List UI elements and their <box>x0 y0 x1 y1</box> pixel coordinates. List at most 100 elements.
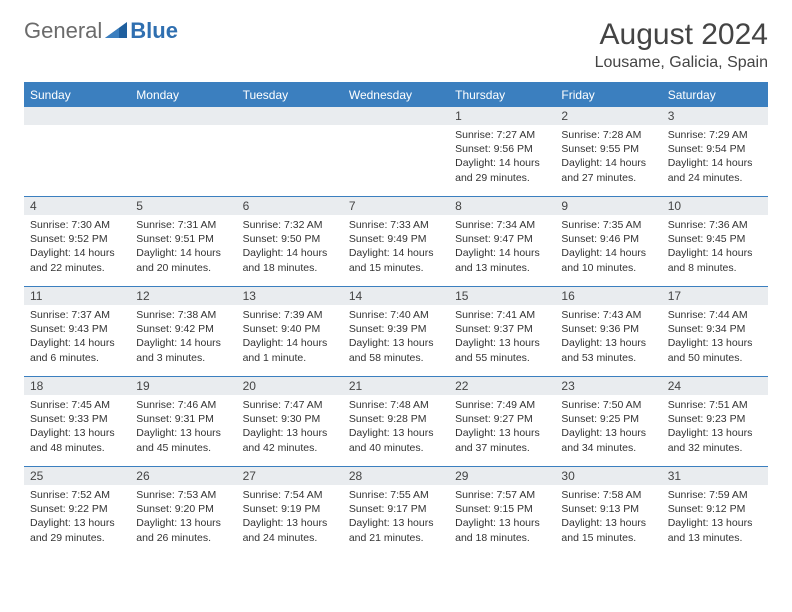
calendar-week: 18Sunrise: 7:45 AMSunset: 9:33 PMDayligh… <box>24 377 768 467</box>
day-content: Sunrise: 7:39 AMSunset: 9:40 PMDaylight:… <box>237 305 343 371</box>
sunset-text: Sunset: 9:37 PM <box>455 322 549 336</box>
calendar-cell: 21Sunrise: 7:48 AMSunset: 9:28 PMDayligh… <box>343 377 449 467</box>
day-content: Sunrise: 7:59 AMSunset: 9:12 PMDaylight:… <box>662 485 768 551</box>
calendar-cell: 28Sunrise: 7:55 AMSunset: 9:17 PMDayligh… <box>343 467 449 557</box>
daylight-text: Daylight: 13 hours and 55 minutes. <box>455 336 549 364</box>
sunset-text: Sunset: 9:25 PM <box>561 412 655 426</box>
day-content: Sunrise: 7:34 AMSunset: 9:47 PMDaylight:… <box>449 215 555 281</box>
daylight-text: Daylight: 14 hours and 18 minutes. <box>243 246 337 274</box>
day-label-tuesday: Tuesday <box>237 84 343 107</box>
day-content: Sunrise: 7:30 AMSunset: 9:52 PMDaylight:… <box>24 215 130 281</box>
sunrise-text: Sunrise: 7:38 AM <box>136 308 230 322</box>
day-content: Sunrise: 7:54 AMSunset: 9:19 PMDaylight:… <box>237 485 343 551</box>
day-number: 15 <box>449 287 555 305</box>
sunrise-text: Sunrise: 7:36 AM <box>668 218 762 232</box>
day-content: Sunrise: 7:53 AMSunset: 9:20 PMDaylight:… <box>130 485 236 551</box>
day-number <box>24 107 130 125</box>
sunset-text: Sunset: 9:46 PM <box>561 232 655 246</box>
calendar-cell: 14Sunrise: 7:40 AMSunset: 9:39 PMDayligh… <box>343 287 449 377</box>
day-content: Sunrise: 7:46 AMSunset: 9:31 PMDaylight:… <box>130 395 236 461</box>
sunrise-text: Sunrise: 7:50 AM <box>561 398 655 412</box>
location: Lousame, Galicia, Spain <box>595 54 768 72</box>
calendar-cell: 6Sunrise: 7:32 AMSunset: 9:50 PMDaylight… <box>237 197 343 287</box>
day-number: 24 <box>662 377 768 395</box>
calendar-cell <box>343 107 449 197</box>
day-number: 4 <box>24 197 130 215</box>
calendar-week: 1Sunrise: 7:27 AMSunset: 9:56 PMDaylight… <box>24 107 768 197</box>
day-number: 31 <box>662 467 768 485</box>
sunset-text: Sunset: 9:56 PM <box>455 142 549 156</box>
brand-general: General <box>24 18 102 44</box>
sunset-text: Sunset: 9:42 PM <box>136 322 230 336</box>
brand-logo: General Blue <box>24 18 178 44</box>
day-content: Sunrise: 7:37 AMSunset: 9:43 PMDaylight:… <box>24 305 130 371</box>
calendar-cell: 26Sunrise: 7:53 AMSunset: 9:20 PMDayligh… <box>130 467 236 557</box>
sunset-text: Sunset: 9:51 PM <box>136 232 230 246</box>
sunset-text: Sunset: 9:34 PM <box>668 322 762 336</box>
day-content: Sunrise: 7:28 AMSunset: 9:55 PMDaylight:… <box>555 125 661 191</box>
sunrise-text: Sunrise: 7:48 AM <box>349 398 443 412</box>
sunset-text: Sunset: 9:28 PM <box>349 412 443 426</box>
calendar-cell: 17Sunrise: 7:44 AMSunset: 9:34 PMDayligh… <box>662 287 768 377</box>
day-content <box>237 125 343 134</box>
day-content: Sunrise: 7:47 AMSunset: 9:30 PMDaylight:… <box>237 395 343 461</box>
day-number: 6 <box>237 197 343 215</box>
sunrise-text: Sunrise: 7:28 AM <box>561 128 655 142</box>
sunset-text: Sunset: 9:43 PM <box>30 322 124 336</box>
day-content: Sunrise: 7:35 AMSunset: 9:46 PMDaylight:… <box>555 215 661 281</box>
sunrise-text: Sunrise: 7:33 AM <box>349 218 443 232</box>
day-content: Sunrise: 7:49 AMSunset: 9:27 PMDaylight:… <box>449 395 555 461</box>
sunrise-text: Sunrise: 7:43 AM <box>561 308 655 322</box>
day-content <box>343 125 449 134</box>
sunset-text: Sunset: 9:36 PM <box>561 322 655 336</box>
daylight-text: Daylight: 13 hours and 26 minutes. <box>136 516 230 544</box>
day-number: 28 <box>343 467 449 485</box>
sunset-text: Sunset: 9:40 PM <box>243 322 337 336</box>
sunrise-text: Sunrise: 7:52 AM <box>30 488 124 502</box>
calendar-cell: 24Sunrise: 7:51 AMSunset: 9:23 PMDayligh… <box>662 377 768 467</box>
sunset-text: Sunset: 9:27 PM <box>455 412 549 426</box>
sunset-text: Sunset: 9:31 PM <box>136 412 230 426</box>
day-content: Sunrise: 7:48 AMSunset: 9:28 PMDaylight:… <box>343 395 449 461</box>
calendar-cell: 8Sunrise: 7:34 AMSunset: 9:47 PMDaylight… <box>449 197 555 287</box>
daylight-text: Daylight: 14 hours and 8 minutes. <box>668 246 762 274</box>
daylight-text: Daylight: 13 hours and 13 minutes. <box>668 516 762 544</box>
sunrise-text: Sunrise: 7:55 AM <box>349 488 443 502</box>
calendar-cell: 18Sunrise: 7:45 AMSunset: 9:33 PMDayligh… <box>24 377 130 467</box>
daylight-text: Daylight: 13 hours and 48 minutes. <box>30 426 124 454</box>
calendar-cell: 7Sunrise: 7:33 AMSunset: 9:49 PMDaylight… <box>343 197 449 287</box>
day-content: Sunrise: 7:36 AMSunset: 9:45 PMDaylight:… <box>662 215 768 281</box>
day-content: Sunrise: 7:55 AMSunset: 9:17 PMDaylight:… <box>343 485 449 551</box>
daylight-text: Daylight: 13 hours and 50 minutes. <box>668 336 762 364</box>
daylight-text: Daylight: 13 hours and 42 minutes. <box>243 426 337 454</box>
daylight-text: Daylight: 13 hours and 29 minutes. <box>30 516 124 544</box>
daylight-text: Daylight: 13 hours and 32 minutes. <box>668 426 762 454</box>
sunset-text: Sunset: 9:52 PM <box>30 232 124 246</box>
calendar-body: 1Sunrise: 7:27 AMSunset: 9:56 PMDaylight… <box>24 107 768 557</box>
day-number: 8 <box>449 197 555 215</box>
sunrise-text: Sunrise: 7:47 AM <box>243 398 337 412</box>
sunrise-text: Sunrise: 7:31 AM <box>136 218 230 232</box>
daylight-text: Daylight: 13 hours and 45 minutes. <box>136 426 230 454</box>
day-content: Sunrise: 7:33 AMSunset: 9:49 PMDaylight:… <box>343 215 449 281</box>
day-content: Sunrise: 7:58 AMSunset: 9:13 PMDaylight:… <box>555 485 661 551</box>
daylight-text: Daylight: 13 hours and 58 minutes. <box>349 336 443 364</box>
daylight-text: Daylight: 14 hours and 27 minutes. <box>561 156 655 184</box>
day-content: Sunrise: 7:50 AMSunset: 9:25 PMDaylight:… <box>555 395 661 461</box>
day-number: 17 <box>662 287 768 305</box>
header: General Blue August 2024 Lousame, Galici… <box>24 18 768 72</box>
day-number <box>130 107 236 125</box>
day-content: Sunrise: 7:31 AMSunset: 9:51 PMDaylight:… <box>130 215 236 281</box>
calendar-header-row: Sunday Monday Tuesday Wednesday Thursday… <box>24 84 768 107</box>
sunset-text: Sunset: 9:49 PM <box>349 232 443 246</box>
day-content: Sunrise: 7:32 AMSunset: 9:50 PMDaylight:… <box>237 215 343 281</box>
daylight-text: Daylight: 14 hours and 10 minutes. <box>561 246 655 274</box>
daylight-text: Daylight: 13 hours and 15 minutes. <box>561 516 655 544</box>
daylight-text: Daylight: 13 hours and 40 minutes. <box>349 426 443 454</box>
daylight-text: Daylight: 14 hours and 15 minutes. <box>349 246 443 274</box>
day-content: Sunrise: 7:45 AMSunset: 9:33 PMDaylight:… <box>24 395 130 461</box>
calendar-cell: 12Sunrise: 7:38 AMSunset: 9:42 PMDayligh… <box>130 287 236 377</box>
sunset-text: Sunset: 9:30 PM <box>243 412 337 426</box>
calendar-cell: 5Sunrise: 7:31 AMSunset: 9:51 PMDaylight… <box>130 197 236 287</box>
sunrise-text: Sunrise: 7:54 AM <box>243 488 337 502</box>
